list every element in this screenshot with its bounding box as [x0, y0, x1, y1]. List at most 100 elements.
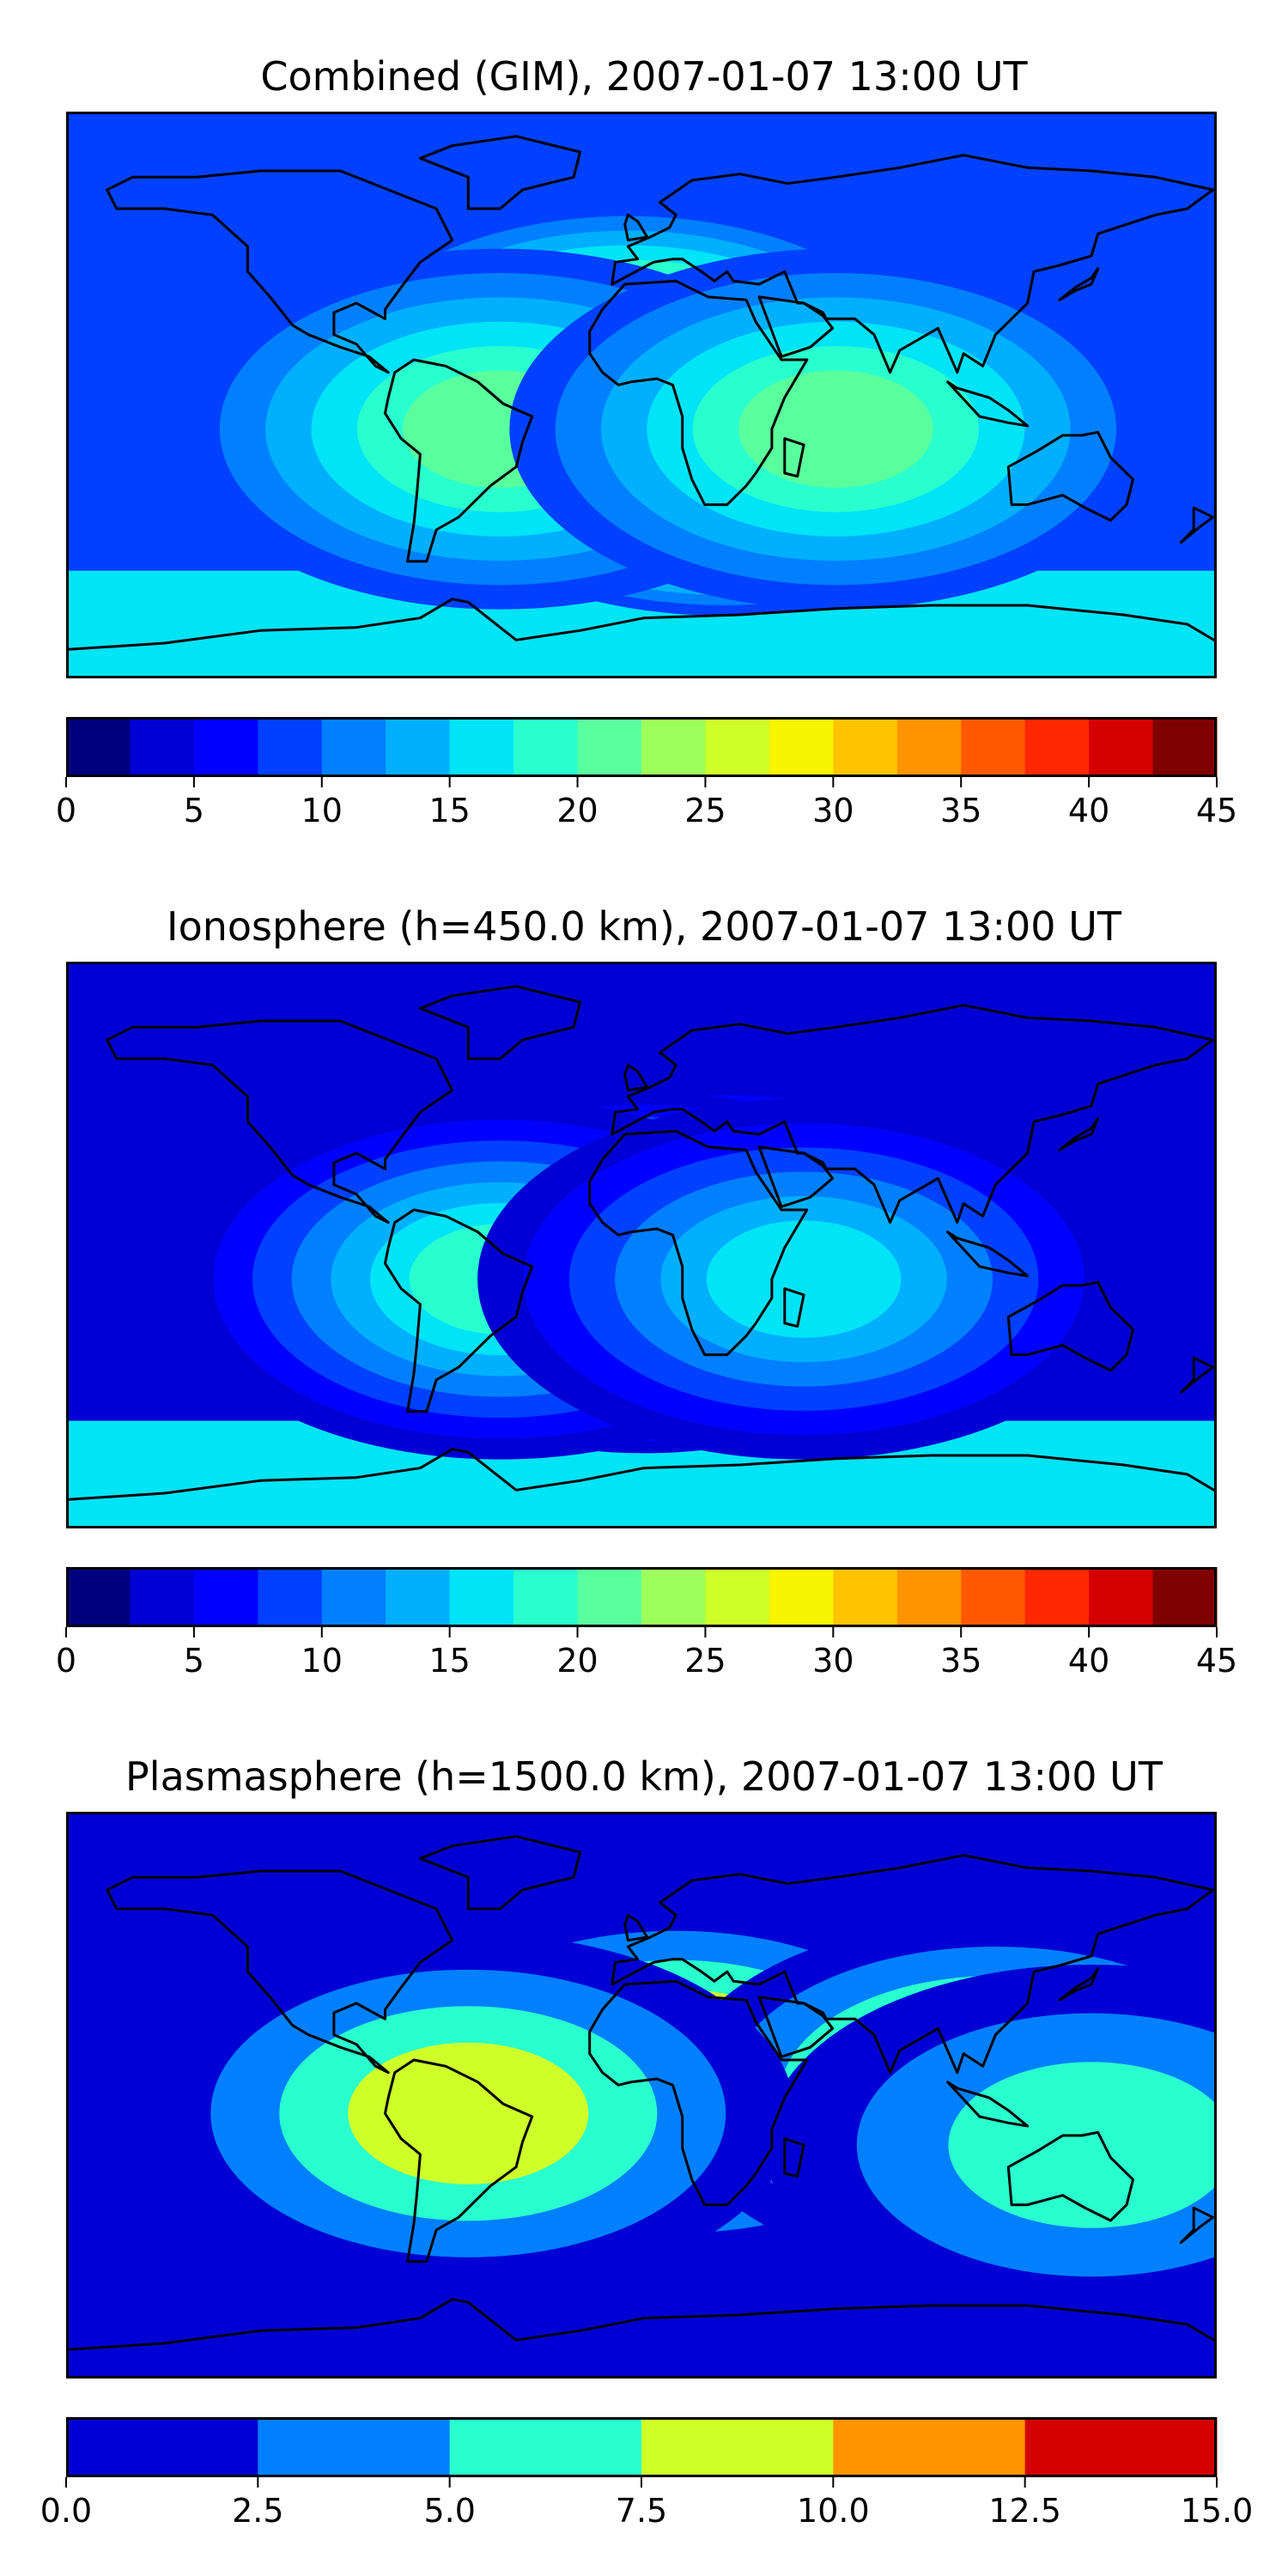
- colorbar-segment-17: [1152, 1567, 1218, 1627]
- coastline-madagascar: [783, 1287, 805, 1328]
- colorbar-segment-9: [641, 1567, 706, 1627]
- colorbar-segment-4: [833, 2417, 1026, 2477]
- colorbar-segment-11: [769, 717, 834, 777]
- colorbar-segment-2: [193, 1567, 258, 1627]
- panel-1-colorbar-svg: 0 5 10 15 20 25 30 35 40 45: [56, 717, 1237, 829]
- colorbar-segment-3: [641, 2417, 834, 2477]
- colorbar-segment-11: [769, 1567, 834, 1627]
- coastline-north-america: [106, 169, 454, 374]
- colorbar-tick-label: 10: [301, 1642, 343, 1680]
- contour-feature-2-level-3: [348, 2042, 589, 2184]
- colorbar-segment-16: [1089, 1567, 1154, 1627]
- colorbar-tick-label: 35: [940, 792, 981, 829]
- coastline-eurasia: [611, 154, 1214, 374]
- coastline-antarctica: [69, 2298, 1214, 2351]
- coastline-uk: [623, 1913, 649, 1942]
- colorbar-tick-label: 5: [184, 1642, 204, 1680]
- colorbar-tick-label: 25: [684, 1642, 726, 1680]
- colorbar-segment-9: [641, 717, 706, 777]
- colorbar-tick-label: 12.5: [988, 2492, 1061, 2530]
- coastline-antarctica: [69, 1448, 1214, 1501]
- colorbar-segment-0: [66, 2417, 258, 2477]
- colorbar-tick-label: 40: [1068, 792, 1109, 829]
- colorbar-segment-1: [130, 1567, 195, 1627]
- colorbar-tick-label: 40: [1068, 1642, 1109, 1680]
- panel-3-heatmap: [69, 1814, 1214, 2376]
- coastline-greenland: [418, 985, 582, 1060]
- colorbar-segment-4: [321, 1567, 386, 1627]
- colorbar-tick-label: 15.0: [1181, 2492, 1254, 2530]
- colorbar-segment-13: [896, 1567, 962, 1627]
- colorbar-tick-label: 45: [1196, 792, 1237, 829]
- colorbar-segment-1: [130, 717, 195, 777]
- colorbar-border: [66, 1567, 1217, 1627]
- coastline-madagascar: [783, 2137, 805, 2178]
- coastline-australia: [1006, 430, 1134, 522]
- colorbar-tick-label: 0: [56, 1642, 76, 1680]
- coastline-indonesia: [946, 2081, 1030, 2128]
- colorbar-segment-5: [1024, 2417, 1218, 2477]
- coastline-madagascar: [783, 437, 805, 478]
- panel-3-title: Plasmasphere (h=1500.0 km), 2007-01-07 1…: [125, 1753, 1163, 1800]
- panel-1-colorbar: 0 5 10 15 20 25 30 35 40 45: [56, 717, 1237, 829]
- colorbar-tick-label: 30: [812, 1642, 854, 1680]
- coastline-north-america: [106, 1869, 454, 2075]
- colorbar-segment-8: [577, 1567, 642, 1627]
- colorbar-segment-15: [1024, 717, 1090, 777]
- contour-feature-3-level-6: [706, 1220, 902, 1338]
- colorbar-segment-16: [1089, 717, 1154, 777]
- colorbar-segment-5: [386, 1567, 451, 1627]
- colorbar-tick-label: 30: [812, 792, 854, 829]
- colorbar-segment-0: [66, 1567, 131, 1627]
- colorbar-tick-label: 0: [56, 792, 76, 829]
- panel-2-map: [66, 962, 1217, 1528]
- coastline-arabia: [757, 1996, 835, 2058]
- coastline-africa: [588, 279, 809, 507]
- coastline-indonesia: [946, 1230, 1030, 1278]
- coastline-uk: [623, 1063, 649, 1092]
- colorbar-segment-10: [705, 1567, 770, 1627]
- panel-2-title: Ionosphere (h=450.0 km), 2007-01-07 13:0…: [167, 903, 1121, 950]
- colorbar-tick-label: 10: [301, 792, 343, 829]
- coastline-australia: [1006, 1280, 1134, 1372]
- colorbar-segment-7: [513, 717, 579, 777]
- panel-1-title: Combined (GIM), 2007-01-07 13:00 UT: [260, 53, 1028, 100]
- coastline-new-zealand: [1179, 1356, 1214, 1394]
- coastline-indonesia: [946, 380, 1030, 428]
- coastline-africa: [588, 1129, 809, 1357]
- coastline-arabia: [757, 1145, 835, 1208]
- colorbar-segment-7: [513, 1567, 579, 1627]
- coastline-japan: [1058, 1117, 1100, 1151]
- coastline-north-america: [106, 1019, 454, 1224]
- coastline-eurasia: [611, 1004, 1214, 1224]
- coastline-new-zealand: [1179, 2206, 1214, 2245]
- panel-2-colorbar: 0 5 10 15 20 25 30 35 40 45: [56, 1567, 1237, 1680]
- panel-2-colorbar-svg: 0 5 10 15 20 25 30 35 40 45: [56, 1567, 1237, 1680]
- colorbar-tick-label: 7.5: [616, 2492, 667, 2530]
- coastline-japan: [1058, 1967, 1100, 2002]
- colorbar-tick-label: 2.5: [232, 2492, 283, 2530]
- coastline-greenland: [418, 135, 582, 210]
- coastline-south-america: [384, 2058, 534, 2263]
- panel-1-map: [66, 112, 1217, 678]
- coastline-africa: [588, 1979, 809, 2207]
- colorbar-tick-label: 10.0: [797, 2492, 870, 2530]
- contour-feature-4-level-8: [738, 370, 933, 488]
- colorbar-segment-17: [1152, 717, 1218, 777]
- colorbar-segment-14: [961, 717, 1026, 777]
- colorbar-tick-label: 20: [556, 1642, 598, 1680]
- colorbar-tick-label: 45: [1196, 1642, 1237, 1680]
- colorbar-segment-3: [258, 717, 323, 777]
- colorbar-tick-label: 5.0: [423, 2492, 475, 2530]
- colorbar-segment-13: [896, 717, 962, 777]
- colorbar-border: [66, 717, 1217, 777]
- colorbar-segment-3: [258, 1567, 323, 1627]
- colorbar-segment-2: [449, 2417, 642, 2477]
- colorbar-segment-2: [193, 717, 258, 777]
- coastline-eurasia: [611, 1854, 1214, 2075]
- panel-3-map: [66, 1812, 1217, 2379]
- colorbar-segment-14: [961, 1567, 1026, 1627]
- coastline-south-america: [384, 1208, 534, 1413]
- colorbar-tick-label: 35: [940, 1642, 981, 1680]
- colorbar-tick-label: 0.0: [40, 2492, 92, 2530]
